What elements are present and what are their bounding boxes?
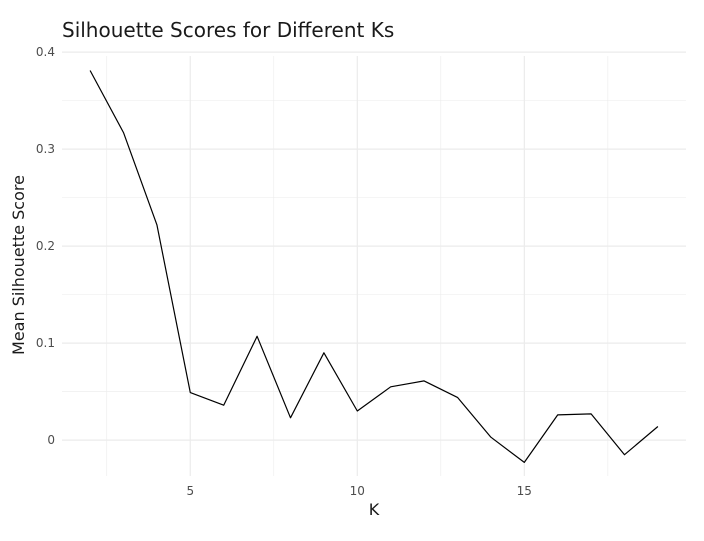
x-axis-label: K	[369, 500, 380, 519]
grid-lines	[62, 51, 686, 476]
x-tick-label: 15	[517, 484, 532, 498]
x-tick-label: 10	[350, 484, 365, 498]
chart-title: Silhouette Scores for Different Ks	[62, 18, 394, 42]
x-tick-label: 5	[186, 484, 194, 498]
y-tick-label: 0.1	[36, 336, 55, 350]
y-axis-label: Mean Silhouette Score	[9, 175, 28, 355]
y-tick-label: 0.3	[36, 142, 55, 156]
y-tick-label: 0	[47, 433, 55, 447]
series-line-layer	[89, 70, 659, 463]
y-tick-label: 0.2	[36, 239, 55, 253]
tick-labels: 5 10 15 0 0.1 0.2 0.3 0.4	[36, 45, 532, 498]
silhouette-score-line	[89, 70, 659, 463]
y-tick-label: 0.4	[36, 45, 55, 59]
